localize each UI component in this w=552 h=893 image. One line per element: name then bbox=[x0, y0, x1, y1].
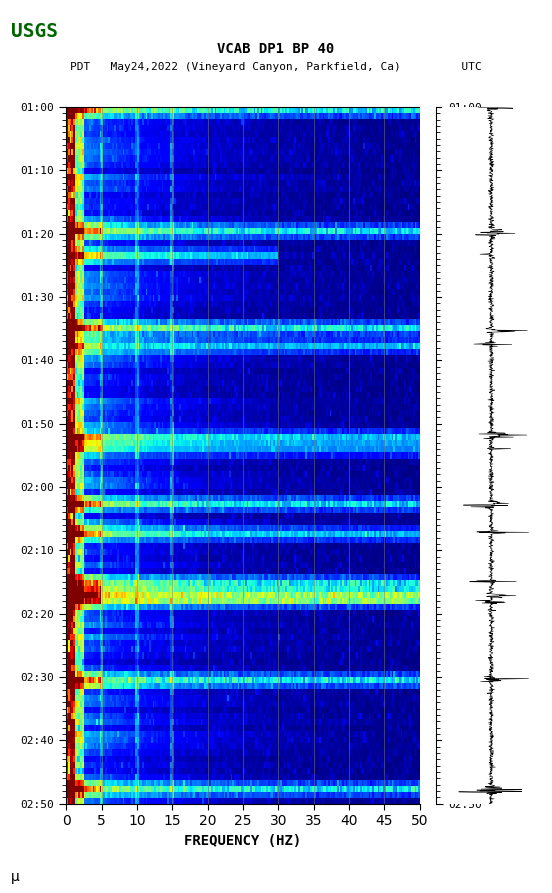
Text: USGS: USGS bbox=[11, 22, 58, 41]
Text: VCAB DP1 BP 40: VCAB DP1 BP 40 bbox=[217, 42, 335, 56]
Text: PDT   May24,2022 (Vineyard Canyon, Parkfield, Ca)         UTC: PDT May24,2022 (Vineyard Canyon, Parkfie… bbox=[70, 62, 482, 72]
X-axis label: FREQUENCY (HZ): FREQUENCY (HZ) bbox=[184, 834, 301, 847]
Text: μ: μ bbox=[11, 870, 20, 884]
